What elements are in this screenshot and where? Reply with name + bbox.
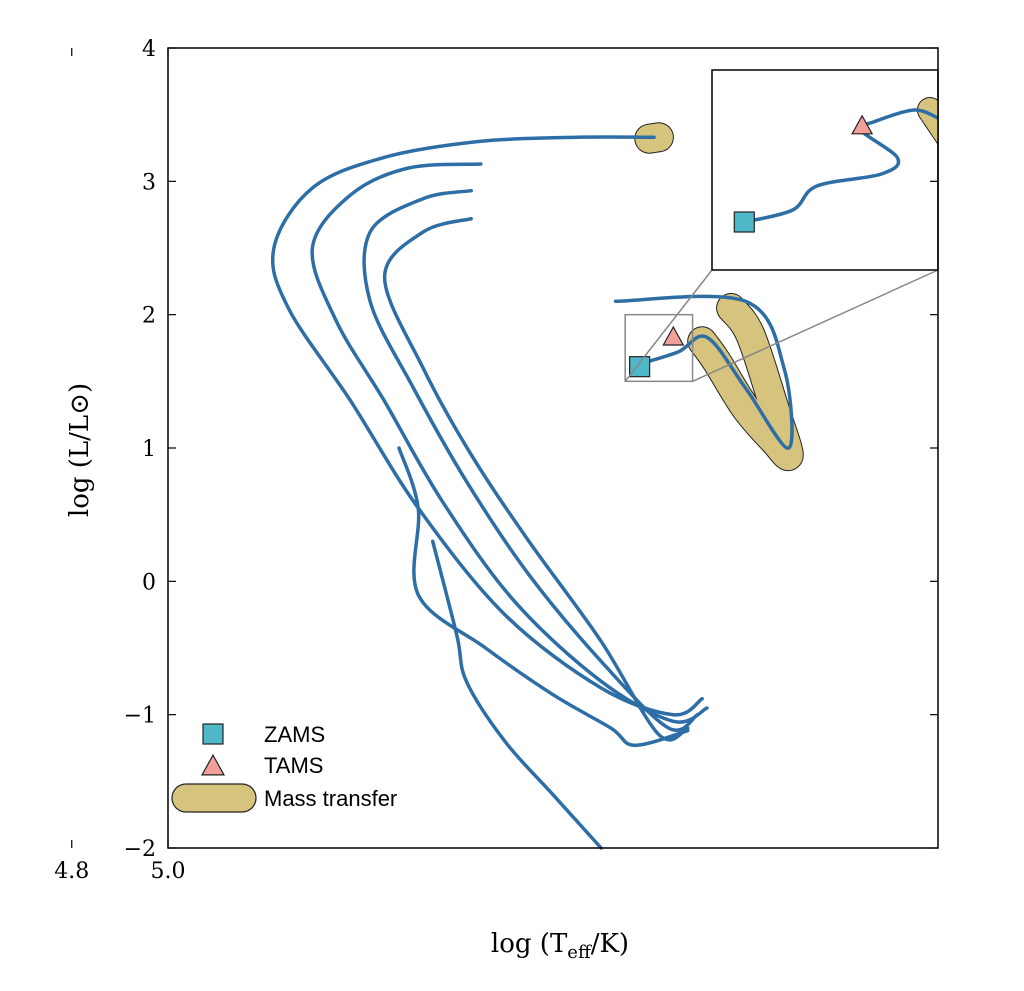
y-tick-label: 1 <box>142 437 156 462</box>
zoom-region-box <box>624 313 694 383</box>
inset-plot <box>733 97 938 233</box>
x-tick-label: 5.0 <box>151 859 186 884</box>
y-tick-label: 2 <box>142 304 156 329</box>
inset-frame <box>711 69 939 271</box>
legend-tams-marker <box>200 753 226 776</box>
inset-tams-marker <box>851 114 874 135</box>
legend-zams-marker <box>202 723 224 745</box>
y-tick-label: −1 <box>124 704 156 729</box>
track-line-3 <box>382 216 690 742</box>
track-line-6 <box>430 539 603 850</box>
plot-area <box>270 122 804 850</box>
inset-connector-line <box>624 269 713 382</box>
y-tick-label: 4 <box>142 37 156 62</box>
y-tick-label: 3 <box>142 170 156 195</box>
inset-zams-marker <box>733 211 755 233</box>
y-tick-label: 0 <box>142 570 156 595</box>
track-line-2 <box>362 188 700 732</box>
track-line-1 <box>310 162 709 724</box>
legend-label-0: ZAMS <box>264 722 325 747</box>
x-axis-title: log (Teff/K) <box>491 929 629 963</box>
legend: ZAMS TAMS Mass transfer <box>171 722 397 813</box>
mass-transfer-band-1 <box>688 294 803 471</box>
track-line-0 <box>270 135 704 717</box>
y-axis-title: log (L/L⊙) <box>65 383 95 517</box>
track-line-5 <box>397 446 690 748</box>
inset-track-line <box>742 108 938 224</box>
inset-connector-line <box>692 269 939 383</box>
legend-label-2: Mass transfer <box>264 786 397 811</box>
legend-label-1: TAMS <box>264 753 323 778</box>
track-line-4 <box>613 294 794 450</box>
x-tick-label: 4.8 <box>54 859 89 884</box>
y-tick-label: −2 <box>124 837 156 862</box>
legend-mass-transfer-swatch <box>171 783 257 813</box>
tams-marker <box>662 325 685 346</box>
zams-marker <box>629 356 651 378</box>
